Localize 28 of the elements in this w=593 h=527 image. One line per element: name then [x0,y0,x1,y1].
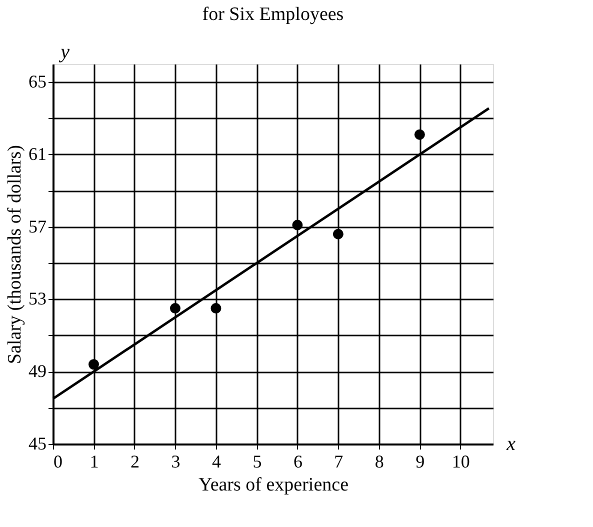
text: y [58,41,70,63]
x-tick-label: 1 [90,452,99,472]
y-tick-label: 45 [28,434,46,454]
point [332,228,344,240]
x-tick-label: 5 [252,452,262,472]
x-tick-label: 9 [416,452,425,472]
y-tick-label: 53 [28,288,46,309]
point [292,220,303,230]
point [210,303,222,314]
x-tick-label: 2 [130,452,140,472]
y-tick-label: 61 [28,144,46,164]
x-tick-label: 3 [171,452,180,472]
chart-title: for Six Employees [202,4,344,25]
x-tick-label: 10 [452,452,470,472]
text: x [506,433,516,455]
x-tick-label: 8 [374,452,384,472]
point [88,359,99,370]
point [414,129,425,140]
y-axis-title: Salary (thousands of dollars) [4,145,26,364]
x-tick-label: 6 [293,452,302,472]
y-tick-label: 49 [28,361,46,382]
x-tick-label: 4 [212,452,221,472]
x-tick-label: 0 [54,452,62,472]
x-tick-label: 7 [334,452,344,472]
x-axis-title: Years of experience [198,474,349,496]
point [170,303,180,314]
y-tick-label: 57 [28,216,46,236]
y-tick-label: 65 [28,72,46,92]
